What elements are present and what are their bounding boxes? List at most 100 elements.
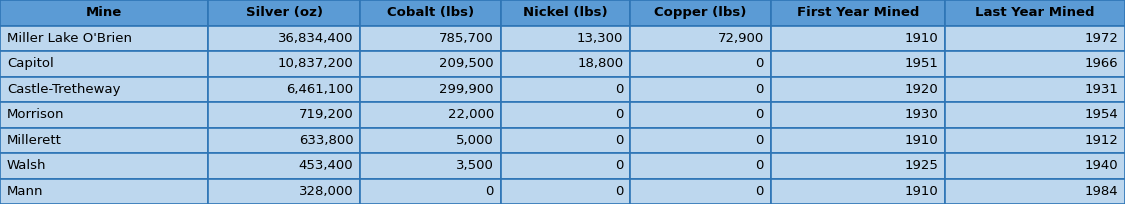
Text: Castle-Tretheway: Castle-Tretheway bbox=[7, 83, 120, 96]
Bar bbox=[0, 102, 208, 128]
Bar bbox=[501, 26, 630, 51]
Text: 18,800: 18,800 bbox=[577, 57, 623, 70]
Bar bbox=[501, 76, 630, 102]
Bar bbox=[501, 153, 630, 178]
Bar bbox=[0, 51, 208, 76]
Text: 1966: 1966 bbox=[1084, 57, 1118, 70]
Bar bbox=[771, 153, 945, 178]
Text: 0: 0 bbox=[615, 108, 623, 121]
Text: Cobalt (lbs): Cobalt (lbs) bbox=[387, 6, 474, 19]
Bar bbox=[501, 102, 630, 128]
Text: 299,900: 299,900 bbox=[440, 83, 494, 96]
Text: 0: 0 bbox=[615, 83, 623, 96]
Text: First Year Mined: First Year Mined bbox=[796, 6, 919, 19]
Text: Mine: Mine bbox=[86, 6, 123, 19]
Text: Nickel (lbs): Nickel (lbs) bbox=[523, 6, 608, 19]
Text: 10,837,200: 10,837,200 bbox=[278, 57, 353, 70]
Text: 0: 0 bbox=[756, 159, 764, 172]
Text: Walsh: Walsh bbox=[7, 159, 46, 172]
Bar bbox=[360, 102, 501, 128]
Text: Millerett: Millerett bbox=[7, 134, 62, 147]
Bar bbox=[0, 0, 208, 26]
Bar bbox=[771, 51, 945, 76]
Text: 453,400: 453,400 bbox=[298, 159, 353, 172]
Bar bbox=[630, 128, 771, 153]
Text: 328,000: 328,000 bbox=[298, 185, 353, 198]
Bar bbox=[360, 178, 501, 204]
Bar bbox=[945, 178, 1125, 204]
Bar bbox=[630, 51, 771, 76]
Text: 22,000: 22,000 bbox=[448, 108, 494, 121]
Text: 3,500: 3,500 bbox=[456, 159, 494, 172]
Bar bbox=[360, 26, 501, 51]
Bar bbox=[771, 26, 945, 51]
Text: 1912: 1912 bbox=[1084, 134, 1118, 147]
Text: 719,200: 719,200 bbox=[298, 108, 353, 121]
Text: Miller Lake O'Brien: Miller Lake O'Brien bbox=[7, 32, 132, 45]
Bar bbox=[945, 51, 1125, 76]
Text: 13,300: 13,300 bbox=[577, 32, 623, 45]
Text: 0: 0 bbox=[756, 57, 764, 70]
Text: 0: 0 bbox=[756, 185, 764, 198]
Bar bbox=[771, 128, 945, 153]
Bar bbox=[0, 26, 208, 51]
Text: 0: 0 bbox=[615, 185, 623, 198]
Bar bbox=[771, 102, 945, 128]
Bar bbox=[771, 76, 945, 102]
Bar bbox=[501, 128, 630, 153]
Text: 0: 0 bbox=[615, 134, 623, 147]
Bar bbox=[208, 153, 360, 178]
Bar bbox=[630, 153, 771, 178]
Bar bbox=[630, 76, 771, 102]
Bar bbox=[771, 0, 945, 26]
Text: 1930: 1930 bbox=[904, 108, 938, 121]
Bar bbox=[0, 76, 208, 102]
Text: 0: 0 bbox=[615, 159, 623, 172]
Bar bbox=[208, 102, 360, 128]
Bar bbox=[945, 102, 1125, 128]
Text: 1931: 1931 bbox=[1084, 83, 1118, 96]
Text: 1925: 1925 bbox=[904, 159, 938, 172]
Text: 633,800: 633,800 bbox=[298, 134, 353, 147]
Bar bbox=[360, 128, 501, 153]
Text: Last Year Mined: Last Year Mined bbox=[975, 6, 1095, 19]
Text: 1951: 1951 bbox=[904, 57, 938, 70]
Bar bbox=[360, 51, 501, 76]
Text: 6,461,100: 6,461,100 bbox=[286, 83, 353, 96]
Text: 72,900: 72,900 bbox=[718, 32, 764, 45]
Bar bbox=[208, 76, 360, 102]
Bar bbox=[945, 128, 1125, 153]
Bar bbox=[630, 0, 771, 26]
Text: Capitol: Capitol bbox=[7, 57, 54, 70]
Text: 1954: 1954 bbox=[1084, 108, 1118, 121]
Text: 1910: 1910 bbox=[904, 185, 938, 198]
Text: 1972: 1972 bbox=[1084, 32, 1118, 45]
Bar bbox=[0, 178, 208, 204]
Bar bbox=[945, 26, 1125, 51]
Bar bbox=[360, 0, 501, 26]
Bar bbox=[360, 76, 501, 102]
Text: 5,000: 5,000 bbox=[456, 134, 494, 147]
Text: 209,500: 209,500 bbox=[439, 57, 494, 70]
Text: 1940: 1940 bbox=[1084, 159, 1118, 172]
Bar bbox=[208, 26, 360, 51]
Bar bbox=[945, 153, 1125, 178]
Bar bbox=[501, 0, 630, 26]
Bar bbox=[630, 102, 771, 128]
Bar bbox=[360, 153, 501, 178]
Bar bbox=[630, 26, 771, 51]
Bar bbox=[208, 178, 360, 204]
Text: 1910: 1910 bbox=[904, 32, 938, 45]
Text: 0: 0 bbox=[756, 108, 764, 121]
Bar bbox=[945, 0, 1125, 26]
Bar bbox=[0, 153, 208, 178]
Text: 1920: 1920 bbox=[904, 83, 938, 96]
Text: Copper (lbs): Copper (lbs) bbox=[654, 6, 747, 19]
Bar bbox=[208, 51, 360, 76]
Bar bbox=[945, 76, 1125, 102]
Text: 1910: 1910 bbox=[904, 134, 938, 147]
Bar bbox=[208, 128, 360, 153]
Bar bbox=[771, 178, 945, 204]
Text: 0: 0 bbox=[756, 83, 764, 96]
Bar bbox=[0, 128, 208, 153]
